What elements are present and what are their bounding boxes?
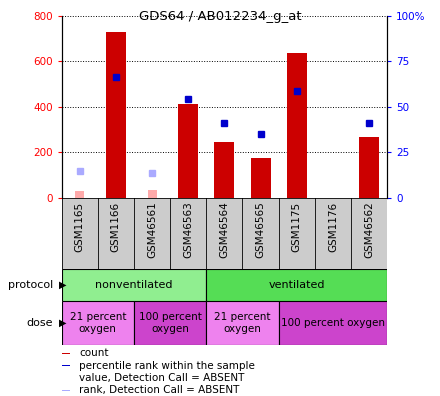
Bar [62,353,70,354]
Text: 21 percent
oxygen: 21 percent oxygen [214,312,271,333]
Text: rank, Detection Call = ABSENT: rank, Detection Call = ABSENT [79,385,239,395]
Text: GSM46561: GSM46561 [147,202,157,258]
Text: nonventilated: nonventilated [95,280,173,290]
Bar [134,301,206,345]
Text: GDS64 / AB012234_g_at: GDS64 / AB012234_g_at [139,10,301,23]
Bar [279,301,387,345]
Bar [62,390,70,391]
Bar [147,190,157,198]
Text: GSM1176: GSM1176 [328,202,338,252]
Text: GSM46564: GSM46564 [220,202,229,258]
Bar [75,191,84,198]
Text: ▶: ▶ [59,280,67,290]
Text: GSM46563: GSM46563 [183,202,193,258]
Bar [214,142,235,198]
Bar [62,365,70,366]
Text: GSM1166: GSM1166 [111,202,121,252]
Text: 100 percent oxygen: 100 percent oxygen [281,318,385,328]
Bar [62,301,134,345]
Text: GSM1175: GSM1175 [292,202,302,252]
Text: GSM46565: GSM46565 [256,202,266,258]
Text: percentile rank within the sample: percentile rank within the sample [79,361,255,371]
Text: ventilated: ventilated [268,280,325,290]
Text: 100 percent
oxygen: 100 percent oxygen [139,312,202,333]
Bar [359,137,379,198]
Bar [206,269,387,301]
Bar [106,32,126,198]
Text: dose: dose [26,318,53,328]
Bar [251,158,271,198]
Text: count: count [79,348,109,358]
Bar [206,301,279,345]
Text: GSM1165: GSM1165 [75,202,84,252]
Text: 21 percent
oxygen: 21 percent oxygen [70,312,126,333]
Bar [62,377,70,379]
Bar [287,53,307,198]
Bar [178,103,198,198]
Text: ▶: ▶ [59,318,67,328]
Text: GSM46562: GSM46562 [364,202,374,258]
Text: protocol: protocol [7,280,53,290]
Bar [62,269,206,301]
Text: value, Detection Call = ABSENT: value, Detection Call = ABSENT [79,373,245,383]
